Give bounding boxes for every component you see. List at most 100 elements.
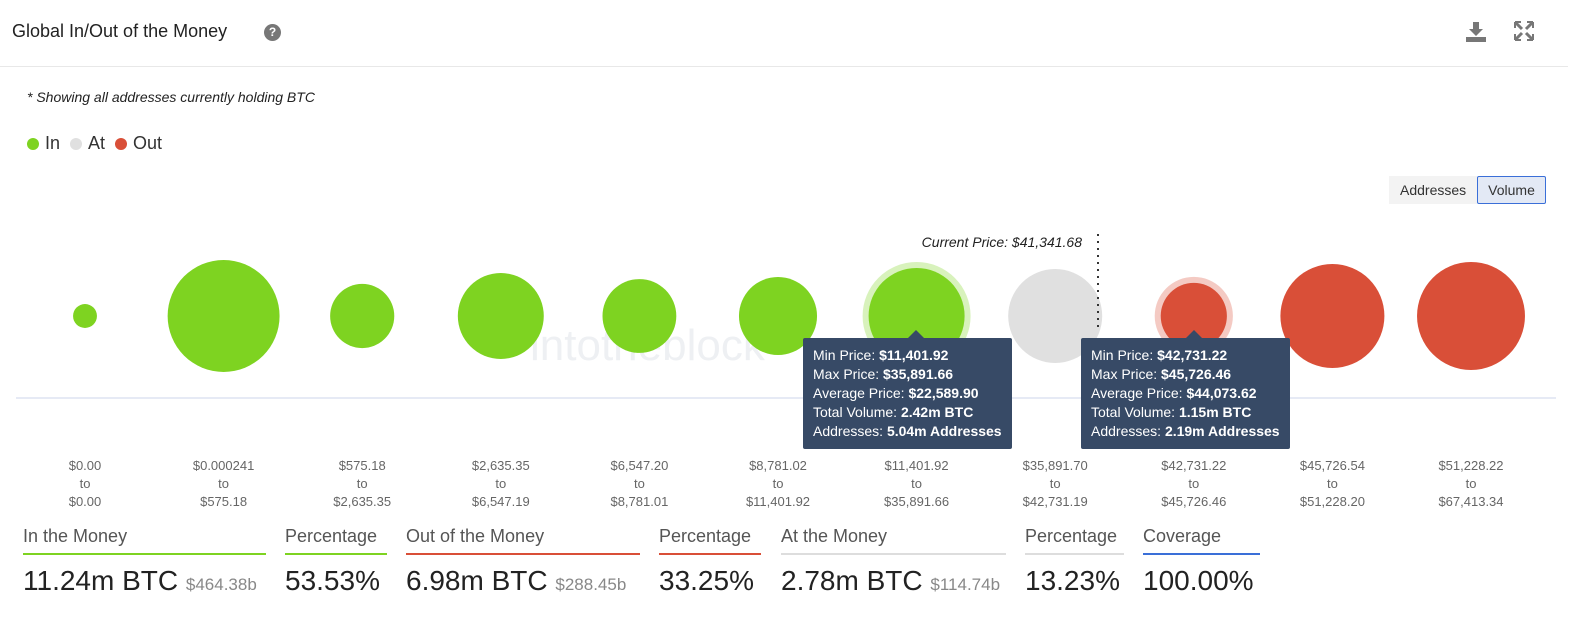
bucket-label: $8,781.02 <box>749 458 807 473</box>
bucket-label: $51,228.20 <box>1300 494 1365 509</box>
tooltip-label: Addresses: <box>1091 423 1162 439</box>
bucket-label: to <box>1050 476 1061 491</box>
stat-value: 13.23% <box>1025 565 1124 597</box>
stat-main: 100.00% <box>1143 565 1254 596</box>
bucket-label: to <box>634 476 645 491</box>
bucket-label: $8,781.01 <box>610 494 668 509</box>
legend-label: At <box>88 133 106 153</box>
bubble-at[interactable] <box>1008 269 1103 363</box>
stat-label: In the Money <box>23 526 266 555</box>
stat-main: 13.23% <box>1025 565 1120 596</box>
stat-main: 6.98m BTC <box>406 565 548 596</box>
bubble-out[interactable] <box>1417 262 1525 370</box>
stat-label: Coverage <box>1143 526 1260 555</box>
widget-header: Global In/Out of the Money ? <box>0 0 1568 67</box>
bubble-in[interactable] <box>602 279 677 353</box>
bucket-label: $42,731.22 <box>1161 458 1226 473</box>
legend-label: In <box>45 133 61 153</box>
bubble-in[interactable] <box>330 283 395 349</box>
bucket-label: $0.00 <box>69 458 102 473</box>
bucket-label: to <box>80 476 91 491</box>
bubble-in[interactable] <box>738 276 818 356</box>
bucket-label: $35,891.70 <box>1023 458 1088 473</box>
bubble-out[interactable] <box>1280 264 1385 368</box>
tooltip-min: $42,731.22 <box>1157 347 1228 363</box>
tooltip-out-bucket: Min Price: $42,731.22 Max Price: $45,726… <box>1081 330 1290 449</box>
tooltip-label: Total Volume: <box>813 404 898 420</box>
bucket-label: $11,401.92 <box>885 458 949 473</box>
stat-value: 11.24m BTC $464.38b <box>23 565 266 597</box>
bucket-label: $2,635.35 <box>472 458 530 473</box>
bucket-label: to <box>911 476 922 491</box>
stat-main: 53.53% <box>285 565 380 596</box>
stat-in-the-money: In the Money 11.24m BTC $464.38b <box>23 526 266 597</box>
bucket-label: $42,731.19 <box>1023 494 1088 509</box>
bucket-label: $575.18 <box>339 458 386 473</box>
stat-label: Percentage <box>285 526 387 555</box>
tooltip-label: Addresses: <box>813 423 884 439</box>
tooltip-min: $11,401.92 <box>879 347 949 363</box>
bucket-label: $35,891.66 <box>884 494 949 509</box>
stat-label: Out of the Money <box>406 526 640 555</box>
volume-button[interactable]: Volume <box>1477 176 1546 204</box>
at-dot-icon <box>70 137 83 150</box>
expand-icon[interactable] <box>1513 20 1537 44</box>
addresses-button[interactable]: Addresses <box>1389 176 1478 204</box>
stat-value: 33.25% <box>659 565 761 597</box>
holding-note: * Showing all addresses currently holdin… <box>27 89 315 105</box>
bucket-label: $2,635.35 <box>333 494 391 509</box>
stat-usd: $114.74b <box>930 575 1001 594</box>
tooltip-avg: $22,589.90 <box>908 385 979 401</box>
bucket-label: $6,547.20 <box>610 458 668 473</box>
stat-label: At the Money <box>781 526 1006 555</box>
stat-usd: $464.38b <box>185 575 257 594</box>
tooltip-label: Min Price: <box>813 347 876 363</box>
tooltip-volume: 2.42m BTC <box>900 404 974 420</box>
tooltip-label: Min Price: <box>1091 347 1154 363</box>
legend-label: Out <box>133 133 163 153</box>
bucket-label: to <box>218 476 229 491</box>
tooltip-label: Total Volume: <box>1091 404 1176 420</box>
download-icon[interactable] <box>1464 20 1488 44</box>
current-price-label: Current Price: $41,341.68 <box>922 234 1083 250</box>
bucket-label: to <box>357 476 368 491</box>
bucket-label: to <box>1327 476 1338 491</box>
bucket-label: to <box>1466 476 1477 491</box>
stat-label: Percentage <box>659 526 761 555</box>
tooltip-addresses: 2.19m Addresses <box>1164 423 1280 439</box>
bubble-chart: intotheblock$0.00to$0.00$0.000241to$575.… <box>16 234 1556 509</box>
out-dot-icon <box>115 137 128 150</box>
bucket-label: $0.000241 <box>193 458 254 473</box>
question-circle-icon[interactable]: ? <box>264 24 281 41</box>
bucket-label: to <box>1188 476 1199 491</box>
bubble-in[interactable] <box>73 304 97 328</box>
tooltip-in-bucket: Min Price: $11,401.92 Max Price: $35,891… <box>803 330 1012 449</box>
stat-main: 2.78m BTC <box>781 565 923 596</box>
legend-out[interactable]: Out <box>115 133 162 154</box>
stat-value: 6.98m BTC $288.45b <box>406 565 640 597</box>
bubble-in[interactable] <box>167 260 280 372</box>
bucket-label: $575.18 <box>200 494 247 509</box>
stat-value: 2.78m BTC $114.74b <box>781 565 1006 597</box>
bubble-in[interactable] <box>457 273 544 359</box>
stat-coverage: Coverage 100.00% <box>1143 526 1260 597</box>
tooltip-addresses: 5.04m Addresses <box>886 423 1002 439</box>
bubble-out[interactable] <box>1160 282 1227 350</box>
tooltip-volume: 1.15m BTC <box>1178 404 1252 420</box>
legend-in[interactable]: In <box>27 133 60 154</box>
tooltip-label: Max Price: <box>813 366 880 382</box>
in-dot-icon <box>27 137 39 150</box>
stat-percentage: Percentage 53.53% <box>285 526 387 597</box>
tooltip-max: $45,726.46 <box>1161 366 1232 382</box>
bucket-label: $51,228.22 <box>1438 458 1503 473</box>
legend-at[interactable]: At <box>70 133 105 154</box>
stat-value: 100.00% <box>1143 565 1260 597</box>
widget-title: Global In/Out of the Money <box>12 21 228 41</box>
bucket-label: $45,726.54 <box>1300 458 1365 473</box>
tooltip-label: Average Price: <box>1091 385 1183 401</box>
stat-percentage: Percentage 13.23% <box>1025 526 1124 597</box>
tooltip-label: Max Price: <box>1091 366 1158 382</box>
bucket-label: $11,401.92 <box>746 494 810 509</box>
stat-usd: $288.45b <box>555 575 627 594</box>
bucket-label: $45,726.46 <box>1161 494 1226 509</box>
